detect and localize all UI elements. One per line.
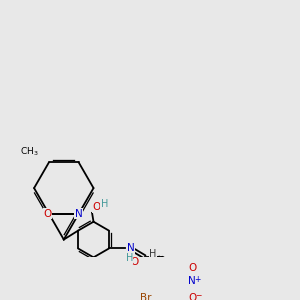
Text: +: + <box>194 274 200 284</box>
Text: −: − <box>196 292 202 300</box>
Text: O: O <box>188 263 196 273</box>
Text: O: O <box>43 209 52 219</box>
Text: O: O <box>130 257 139 267</box>
Text: H: H <box>125 253 133 263</box>
Text: O: O <box>92 202 101 212</box>
Text: H: H <box>149 249 157 259</box>
Text: N: N <box>127 244 135 254</box>
Text: N: N <box>188 276 196 286</box>
Text: N: N <box>75 209 83 219</box>
Text: CH$_3$: CH$_3$ <box>20 146 38 158</box>
Text: H: H <box>101 200 108 209</box>
Text: Br: Br <box>140 292 151 300</box>
Text: O: O <box>189 292 197 300</box>
